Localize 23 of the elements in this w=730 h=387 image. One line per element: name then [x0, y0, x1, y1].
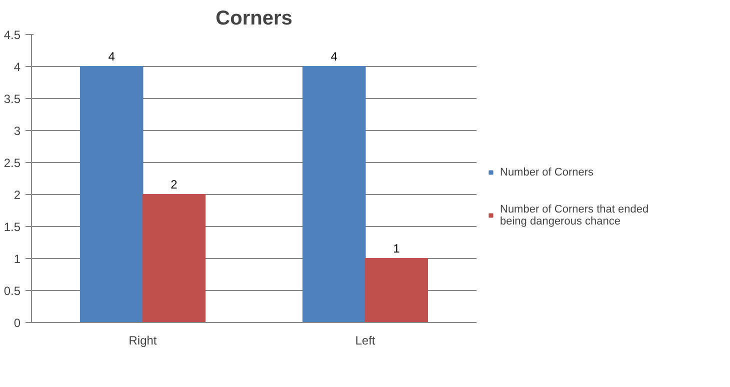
bar: [142, 194, 206, 322]
y-tick-label: 1.5: [4, 220, 21, 234]
y-tick-label: 4.5: [4, 28, 21, 42]
y-tick-label: 2: [14, 188, 21, 202]
bar: [80, 66, 144, 322]
x-tick-label: Right: [128, 334, 158, 348]
y-tick-label: 4: [14, 60, 21, 74]
data-label: 1: [393, 242, 400, 256]
y-tick-label: 0.5: [4, 284, 21, 298]
y-tick-label: 3: [14, 124, 21, 138]
y-tick-label: 1: [14, 252, 21, 266]
bar: [302, 66, 366, 322]
chart-title: Corners: [216, 8, 292, 30]
data-label: 4: [330, 50, 338, 64]
x-tick-label: Left: [355, 334, 376, 348]
y-tick-label: 2.5: [4, 156, 21, 170]
data-label: 4: [108, 50, 116, 64]
y-tick-label: 0: [14, 316, 21, 330]
bar: [364, 258, 428, 322]
legend-label: Number of Corners that ended being dangerous chance: [500, 203, 649, 227]
data-label: 2: [170, 178, 178, 192]
legend-label: Number of Corners: [500, 166, 594, 178]
y-tick-label: 3.5: [4, 92, 21, 106]
